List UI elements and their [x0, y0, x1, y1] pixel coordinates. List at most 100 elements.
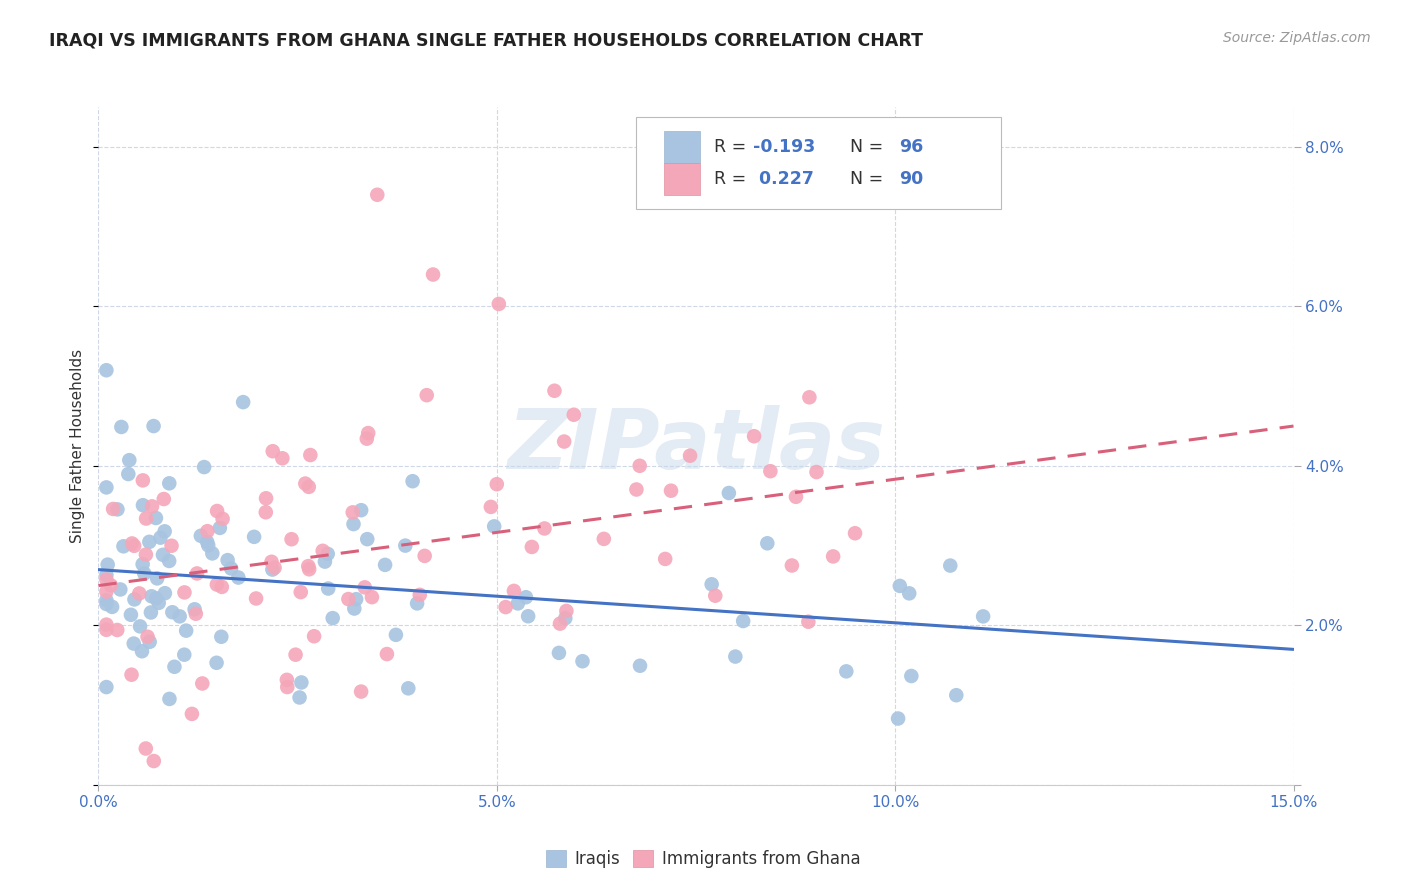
FancyBboxPatch shape	[637, 117, 1001, 209]
Point	[422, 268, 444, 282]
Point	[724, 649, 747, 664]
Point	[191, 676, 214, 690]
Point	[298, 480, 321, 494]
Point	[401, 474, 423, 488]
Text: 0.227: 0.227	[754, 169, 814, 188]
Point	[173, 648, 195, 662]
Legend: Iraqis, Immigrants from Ghana: Iraqis, Immigrants from Ghana	[538, 843, 868, 875]
Point	[654, 552, 676, 566]
Y-axis label: Single Father Households: Single Father Households	[70, 349, 86, 543]
Point	[105, 623, 128, 637]
Point	[96, 593, 118, 607]
Point	[898, 586, 921, 600]
Text: 96: 96	[900, 138, 924, 156]
Point	[260, 555, 283, 569]
Point	[96, 584, 118, 599]
Point	[302, 629, 325, 643]
Point	[135, 741, 157, 756]
Point	[121, 536, 143, 550]
Point	[416, 388, 439, 402]
Point	[201, 546, 224, 560]
Point	[157, 476, 180, 491]
Point	[628, 658, 651, 673]
Point	[506, 596, 529, 610]
Point	[945, 688, 967, 702]
Point	[280, 533, 302, 547]
Point	[413, 549, 436, 563]
Point	[482, 519, 505, 533]
Point	[96, 573, 118, 587]
Point	[96, 597, 118, 611]
Point	[704, 589, 727, 603]
Point	[889, 579, 911, 593]
Point	[823, 549, 845, 564]
Point	[197, 538, 219, 552]
Point	[205, 577, 228, 591]
Text: R =: R =	[714, 169, 752, 188]
Point	[396, 681, 419, 696]
Point	[193, 460, 215, 475]
Point	[972, 609, 994, 624]
Point	[262, 444, 284, 458]
Point	[120, 607, 142, 622]
Point	[122, 636, 145, 650]
Point	[162, 605, 184, 619]
Point	[314, 555, 336, 569]
Point	[96, 363, 118, 377]
Point	[211, 512, 233, 526]
Point	[900, 669, 922, 683]
Point	[157, 554, 180, 568]
Point	[96, 568, 118, 582]
Point	[756, 536, 779, 550]
Point	[495, 600, 517, 615]
Point	[515, 591, 537, 605]
Point	[101, 599, 124, 614]
Point	[337, 592, 360, 607]
Point	[780, 558, 803, 573]
Point	[375, 647, 398, 661]
Point	[406, 596, 429, 610]
Point	[799, 390, 821, 404]
Point	[342, 517, 364, 532]
Point	[190, 529, 212, 543]
Point	[366, 187, 388, 202]
Point	[394, 539, 416, 553]
Point	[145, 511, 167, 525]
Point	[139, 606, 162, 620]
Point	[160, 539, 183, 553]
Point	[562, 408, 585, 422]
Point	[195, 534, 218, 549]
Point	[183, 602, 205, 616]
Point	[290, 585, 312, 599]
Point	[205, 504, 228, 518]
Point	[117, 467, 139, 481]
Point	[350, 684, 373, 698]
Point	[488, 297, 510, 311]
Point	[254, 505, 277, 519]
Point	[479, 500, 502, 514]
Point	[184, 607, 207, 621]
Point	[298, 562, 321, 576]
Point	[276, 673, 298, 687]
Point	[149, 531, 172, 545]
Point	[503, 583, 526, 598]
Point	[887, 712, 910, 726]
Point	[517, 609, 540, 624]
Point	[288, 690, 311, 705]
Point	[100, 578, 122, 592]
Point	[205, 656, 228, 670]
Point	[263, 560, 285, 574]
Point	[122, 539, 145, 553]
Point	[356, 432, 378, 446]
Point	[121, 667, 143, 681]
Point	[134, 566, 156, 581]
Point	[353, 580, 375, 594]
Point	[96, 617, 118, 632]
Point	[844, 526, 866, 541]
Text: 90: 90	[900, 169, 924, 188]
Point	[145, 591, 167, 606]
Point	[208, 521, 231, 535]
Point	[939, 558, 962, 573]
Point	[141, 500, 163, 514]
Point	[806, 465, 828, 479]
